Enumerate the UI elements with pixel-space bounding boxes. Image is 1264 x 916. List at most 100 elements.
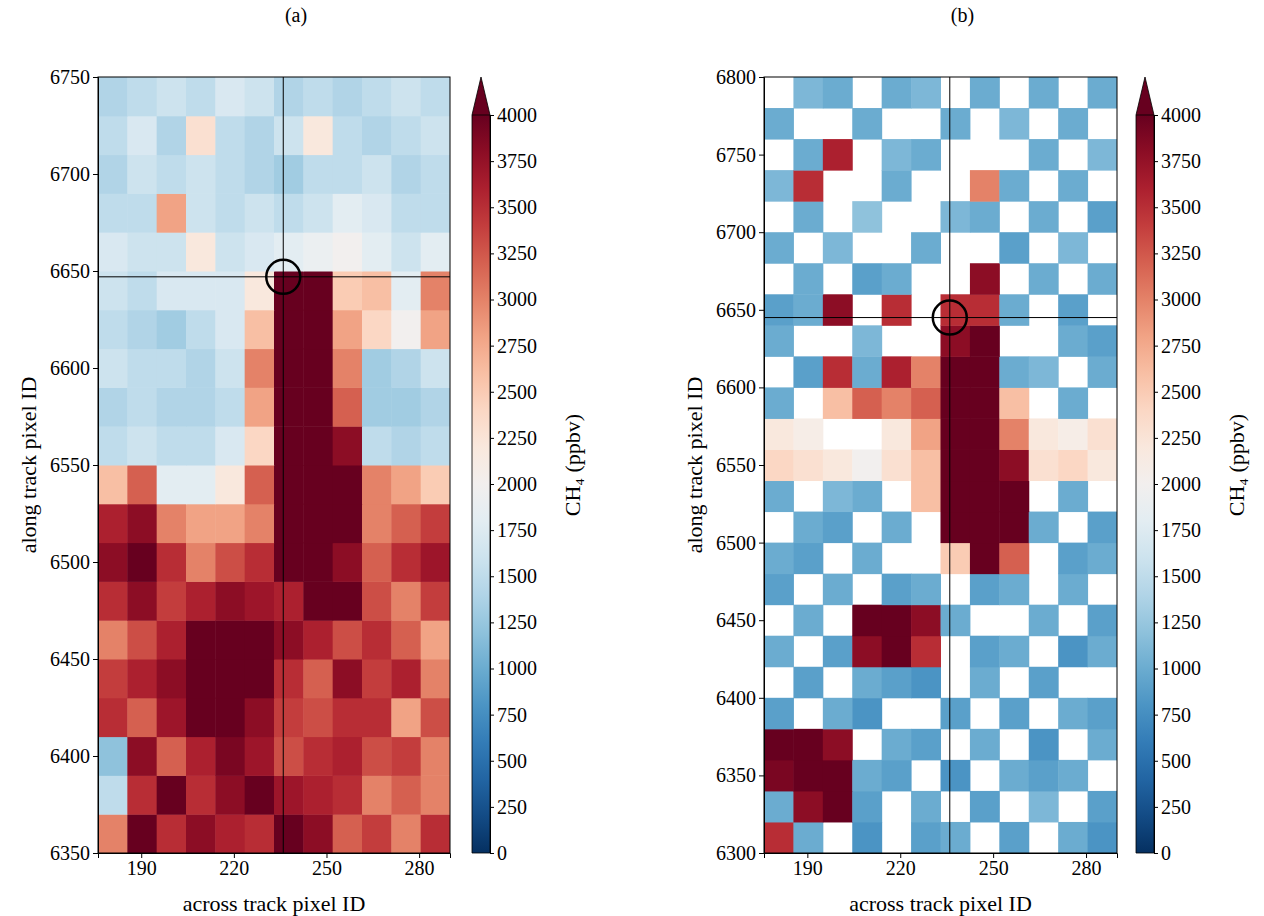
cell [245,426,275,465]
cell [157,155,187,194]
cell [999,481,1029,513]
cell [274,620,304,659]
cell [421,814,450,853]
cell [764,232,794,264]
tick: 750 [490,704,527,726]
cell [333,737,363,776]
cell [362,116,392,155]
figure: 1902202502806350640064506500655066006650… [0,0,1264,916]
cell [362,698,392,737]
cell [1088,77,1117,109]
y-axis-title: along track pixel ID [16,377,41,554]
cell [127,737,157,776]
cell [98,814,128,853]
cell [274,116,304,155]
tick-mark [490,207,494,208]
cell [127,504,157,543]
cell [1088,201,1117,233]
tick: 6700 [716,221,764,243]
cell [157,310,187,349]
cell [333,659,363,698]
tick-mark [759,77,764,78]
cell [245,193,275,232]
tick: 1750 [490,519,537,541]
cell [852,356,882,388]
cell [157,737,187,776]
cell [882,170,912,202]
cell [186,77,216,116]
cell [245,504,275,543]
cell [274,814,304,853]
cell [999,698,1029,730]
cell [362,387,392,426]
tick: 2500 [490,381,537,403]
tick-mark [1154,530,1158,531]
tick: 0 [490,842,507,864]
cell [127,698,157,737]
plot-frame [98,77,450,853]
tick-mark [490,761,494,762]
cell [852,325,882,357]
tick-mark [1154,438,1158,439]
cell [391,77,421,116]
cell [882,356,912,388]
cell [882,729,912,761]
source-line-v [283,77,284,853]
source-line-h [98,276,450,277]
cell [823,512,853,544]
tick-mark [490,622,494,623]
tick: 250 [312,853,342,879]
tick-mark [490,161,494,162]
cell [98,698,128,737]
cell [303,77,333,116]
cell [157,775,187,814]
tick: 6450 [50,648,98,670]
tick: 2250 [490,427,537,449]
cell [941,543,971,575]
cell [98,193,128,232]
cell [764,108,794,140]
tick-label: 6750 [50,66,90,88]
cell [157,116,187,155]
cell [421,116,450,155]
source-circle [266,260,300,294]
tick-mark [1154,392,1158,393]
cell [970,418,1000,450]
tick-label: 6400 [50,745,90,767]
cell [303,465,333,504]
tick-mark [490,807,494,808]
cell [391,659,421,698]
cell [823,760,853,792]
tick-mark [1154,253,1158,254]
cell [333,349,363,388]
cell [793,77,823,109]
panel: 1902202502806300635064006450650065506600… [682,4,1249,916]
cell [970,667,1000,699]
cell [157,543,187,582]
tick-label: 1500 [1161,565,1201,587]
cell [1058,481,1088,513]
cell [98,543,128,582]
cell [186,349,216,388]
cell [421,387,450,426]
tick-label: 3500 [1161,196,1201,218]
tick-mark [1154,207,1158,208]
cell [970,449,1000,481]
tick-mark [490,346,494,347]
tick: 1750 [1154,519,1201,541]
cell [970,294,1000,326]
panel-title: (a) [285,4,307,27]
cell [882,77,912,109]
cell [391,737,421,776]
cell [303,349,333,388]
cell [941,449,971,481]
cell [793,822,823,853]
colorbar [1136,115,1154,853]
cell [1088,791,1117,823]
cell [215,155,245,194]
cell [391,620,421,659]
cell [852,201,882,233]
tick: 6550 [716,454,764,476]
tick-label: 3000 [497,288,537,310]
tick: 190 [793,853,823,879]
